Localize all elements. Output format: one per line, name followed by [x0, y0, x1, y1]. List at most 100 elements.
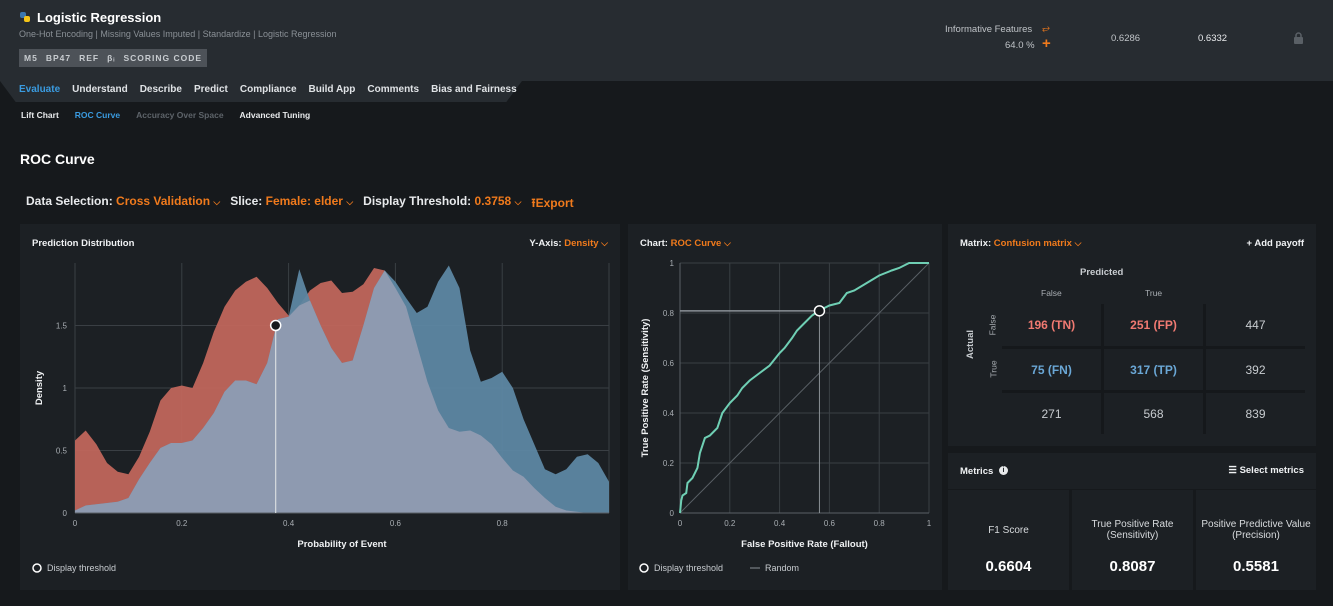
data-selection-value: Cross Validation: [116, 194, 211, 208]
subtab-lift-chart[interactable]: Lift Chart: [21, 110, 59, 120]
actual-label: Actual: [965, 329, 977, 360]
threshold-marker: [813, 305, 826, 317]
col-label-true: True: [1145, 288, 1163, 298]
y-tick-label: 0.2: [663, 459, 675, 468]
cell-true-positive: 317 (TP): [1130, 363, 1177, 377]
panel-title: Prediction Distribution: [32, 238, 135, 249]
matrix-value: Confusion matrix: [993, 238, 1072, 249]
cell-row-total: 392: [1245, 363, 1266, 377]
y-tick-label: 1: [670, 259, 675, 268]
cv-score: 0.6332: [1198, 33, 1228, 44]
y-axis-value: Density: [564, 238, 599, 249]
tab-describe[interactable]: Describe: [139, 84, 182, 95]
roc-chart: 0 0.2 0.4 0.6 0.8 1 0 0.2 0.4 0.6 0.8 1 False Positi…: [639, 259, 932, 573]
row-label-true: True: [988, 360, 999, 378]
y-axis-dropdown[interactable]: Y-Axis: Density ⌵: [529, 238, 608, 249]
badge-coefficients[interactable]: βᵢ: [107, 53, 116, 63]
threshold-marker: [269, 319, 282, 332]
grid-divider: [1203, 304, 1206, 434]
metric-card: Positive Predictive Value (Precision) 0.5…: [1196, 490, 1316, 590]
y-axis-label: Y-Axis:: [529, 238, 562, 249]
cell-grand-total: 839: [1245, 407, 1266, 421]
info-icon[interactable]: i: [999, 466, 1008, 475]
badge-scoring-code[interactable]: SCORING CODE: [123, 53, 203, 63]
y-tick-label: 0: [670, 509, 675, 518]
tabs-bar: [0, 81, 522, 102]
select-metrics-button[interactable]: ☰ Select metrics: [1228, 465, 1304, 476]
matrix-label: Matrix:: [960, 238, 992, 249]
model-header: [0, 0, 1333, 81]
add-payoff-button[interactable]: + Add payoff: [1246, 238, 1304, 249]
legend-random: Random: [765, 563, 799, 573]
slice-dropdown[interactable]: Slice: Female: elder ⌵: [230, 194, 353, 215]
predicted-label: Predicted: [1080, 267, 1124, 278]
subtab-roc-curve[interactable]: ROC Curve: [74, 110, 121, 120]
badge-model-number: M5: [24, 53, 38, 63]
tab-predict[interactable]: Predict: [193, 84, 228, 95]
informative-features-label: Informative Features: [945, 24, 1033, 35]
roc-panel: Chart: ROC Curve ⌵ 0 0.2 0.4 0.6 0.8 1 0 0.2 0.4…: [628, 224, 942, 590]
export-label: Export: [535, 196, 574, 210]
x-axis-title: False Positive Rate (Fallout): [741, 539, 868, 550]
y-tick-label: 0.4: [663, 409, 675, 418]
threshold-dropdown[interactable]: Display Threshold: 0.3758 ⌵: [363, 194, 521, 215]
x-tick-label: 0.4: [774, 519, 786, 528]
chevron-down-icon: ⌵: [514, 197, 522, 207]
metrics-header: Metrics i ☰ Select metrics: [948, 453, 1316, 489]
plus-icon[interactable]: +: [1042, 35, 1051, 52]
legend-threshold: Display threshold: [47, 563, 116, 573]
data-selection-dropdown[interactable]: Data Selection: Cross Validation ⌵: [26, 194, 220, 215]
cell-col-total: 568: [1143, 407, 1164, 421]
sub-tabs: Lift Chart ROC Curve Accuracy Over Space…: [21, 110, 310, 120]
threshold-label: Display Threshold:: [363, 194, 472, 208]
sliders-icon: ☰: [1228, 465, 1240, 476]
tab-compliance[interactable]: Compliance: [239, 84, 297, 95]
slice-label: Slice:: [230, 194, 263, 208]
tab-bias-fairness[interactable]: Bias and Fairness: [431, 84, 517, 95]
x-tick-label: 0.8: [874, 519, 886, 528]
metric-value: 0.8087: [1109, 558, 1156, 575]
chevron-down-icon: ⌵: [601, 238, 608, 248]
informative-features-pct: 64.0 %: [1005, 40, 1035, 51]
grid-divider: [1002, 346, 1305, 349]
threshold-value: 0.3758: [474, 194, 512, 208]
tab-comments[interactable]: Comments: [367, 84, 420, 95]
tab-understand[interactable]: Understand: [72, 84, 128, 95]
subtab-accuracy-over-space: Accuracy Over Space: [136, 110, 224, 120]
y-tick-label: 0.6: [663, 359, 675, 368]
x-tick-label: 0.4: [283, 519, 295, 528]
row-label-false: False: [987, 314, 998, 336]
metric-value: 0.5581: [1233, 558, 1279, 575]
y-axis-title: True Positive Rate (Sensitivity): [640, 319, 651, 458]
subtab-advanced-tuning[interactable]: Advanced Tuning: [239, 110, 311, 120]
feature-list-icon[interactable]: ⥂: [1042, 23, 1050, 34]
chevron-down-icon: ⌵: [213, 197, 221, 207]
legend-threshold: Display threshold: [654, 563, 723, 573]
tab-build-app[interactable]: Build App: [308, 84, 356, 95]
cell-col-total: 271: [1041, 407, 1062, 421]
badge-ref: REF: [79, 53, 100, 63]
x-tick-label: 0.2: [176, 519, 188, 528]
lock-icon[interactable]: [1293, 32, 1304, 44]
chart-dropdown[interactable]: Chart: ROC Curve ⌵: [640, 238, 731, 249]
matrix-dropdown[interactable]: Matrix: Confusion matrix ⌵: [960, 238, 1081, 249]
export-button[interactable]: ⭱Export: [531, 194, 573, 215]
controls-bar: Data Selection: Cross Validation ⌵ Slice…: [26, 194, 574, 215]
x-axis-title: Probability of Event: [297, 539, 387, 550]
select-metrics-label: Select metrics: [1239, 465, 1304, 476]
roc-curve: [679, 262, 929, 514]
chevron-down-icon: ⌵: [346, 197, 354, 207]
cell-false-positive: 251 (FP): [1130, 318, 1177, 332]
model-title: Logistic Regression: [37, 10, 162, 25]
chart-value: ROC Curve: [670, 238, 722, 249]
metric-value: 0.6604: [985, 558, 1032, 575]
validation-score: 0.6286: [1111, 33, 1141, 44]
metric-label: True Positive Rate (Sensitivity): [1091, 519, 1174, 541]
grid-divider: [1002, 390, 1305, 393]
prediction-distribution-chart: 0 0.5 1 1.5 0 0.2 0.4 0.6 0.8 Probability of Even…: [32, 263, 610, 573]
grid-divider: [1101, 304, 1104, 434]
y-tick-label: 1.5: [56, 322, 68, 331]
chevron-down-icon: ⌵: [1074, 238, 1082, 248]
tab-evaluate[interactable]: Evaluate: [19, 84, 61, 95]
chevron-down-icon: ⌵: [723, 238, 731, 248]
